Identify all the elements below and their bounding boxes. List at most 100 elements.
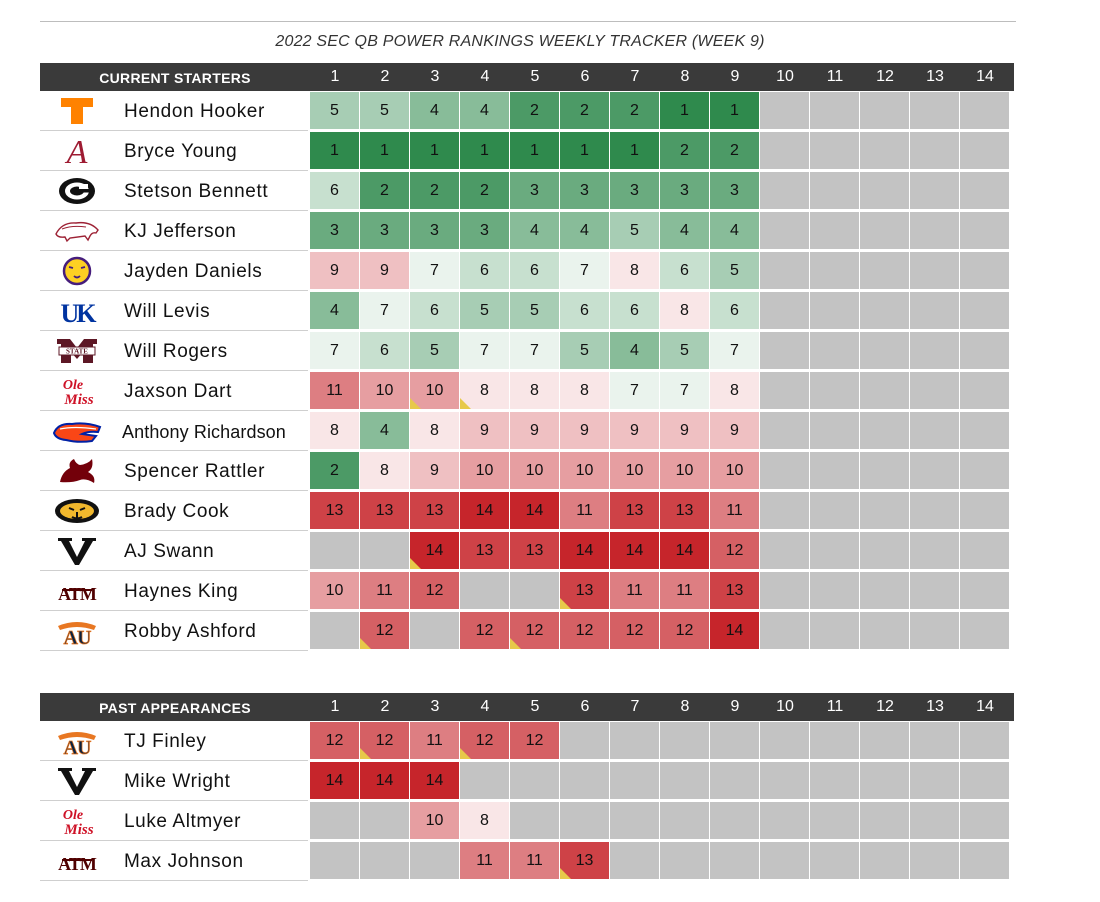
svg-text:UK: UK bbox=[61, 299, 98, 326]
rank-value: 10 bbox=[475, 462, 494, 479]
rank-value: 7 bbox=[530, 342, 539, 359]
rank-value: 12 bbox=[575, 622, 594, 639]
empty-cell bbox=[510, 802, 560, 840]
rank-cell: 3 bbox=[310, 212, 360, 250]
rank-cell: 13 bbox=[310, 492, 360, 530]
rank-cell: 5 bbox=[360, 92, 410, 130]
empty-cell bbox=[960, 132, 1010, 170]
rank-cell: 8 bbox=[510, 372, 560, 410]
empty-cell bbox=[860, 452, 910, 490]
starter-change-marker bbox=[360, 748, 371, 759]
rank-value: 9 bbox=[480, 422, 489, 439]
player-row: STATE Will Rogers 7 6 5 7 7 5 4 5 7 bbox=[40, 331, 1016, 371]
rank-cell: 14 bbox=[660, 532, 710, 570]
week-header-3: 3 bbox=[430, 698, 440, 715]
rank-value: 3 bbox=[330, 222, 339, 239]
week-header-6: 6 bbox=[580, 68, 590, 85]
rank-value: 13 bbox=[575, 582, 594, 599]
rank-value: 14 bbox=[425, 542, 444, 559]
rank-cell: 6 bbox=[360, 332, 410, 370]
empty-cell bbox=[310, 802, 360, 840]
rank-cell: 4 bbox=[460, 92, 510, 130]
rank-value: 14 bbox=[575, 542, 594, 559]
empty-cell bbox=[910, 452, 960, 490]
empty-cell bbox=[860, 762, 910, 800]
rank-value: 8 bbox=[680, 302, 689, 319]
rank-cell: 5 bbox=[310, 92, 360, 130]
player-name: KJ Jefferson bbox=[124, 221, 237, 242]
empty-cell bbox=[810, 172, 860, 210]
atm-icon: ATM bbox=[52, 846, 102, 876]
rank-value: 7 bbox=[380, 302, 389, 319]
week-header-11: 11 bbox=[826, 68, 844, 85]
rank-cell: 8 bbox=[610, 252, 660, 290]
empty-cell bbox=[760, 572, 810, 610]
rank-cell: 11 bbox=[410, 722, 460, 760]
rank-value: 2 bbox=[530, 102, 539, 119]
empty-cell bbox=[410, 842, 460, 880]
rank-value: 13 bbox=[425, 502, 444, 519]
rank-value: 4 bbox=[580, 222, 589, 239]
rank-cell: 12 bbox=[510, 722, 560, 760]
rank-cell: 8 bbox=[560, 372, 610, 410]
starter-change-marker bbox=[460, 398, 471, 409]
week-header-14: 14 bbox=[976, 698, 994, 715]
rank-value: 5 bbox=[580, 342, 589, 359]
empty-cell bbox=[410, 612, 460, 650]
row-divider bbox=[40, 650, 308, 651]
empty-cell bbox=[760, 332, 810, 370]
rank-value: 8 bbox=[730, 382, 739, 399]
empty-cell bbox=[360, 842, 410, 880]
player-name: Hendon Hooker bbox=[124, 101, 265, 122]
rank-cell: 11 bbox=[360, 572, 410, 610]
m-state-icon: STATE bbox=[52, 336, 102, 366]
rank-cell: 8 bbox=[460, 802, 510, 840]
rank-value: 8 bbox=[380, 462, 389, 479]
week-header-4: 4 bbox=[480, 68, 490, 85]
player-name: Haynes King bbox=[124, 581, 239, 602]
rank-value: 4 bbox=[330, 302, 339, 319]
empty-cell bbox=[910, 842, 960, 880]
rank-value: 14 bbox=[675, 542, 694, 559]
rank-value: 6 bbox=[730, 302, 739, 319]
empty-cell bbox=[910, 802, 960, 840]
rank-cell: 10 bbox=[660, 452, 710, 490]
rank-cell: 2 bbox=[360, 172, 410, 210]
rank-value: 9 bbox=[330, 262, 339, 279]
week-header-4: 4 bbox=[480, 698, 490, 715]
rank-cell: 11 bbox=[460, 842, 510, 880]
rank-value: 13 bbox=[475, 542, 494, 559]
rank-value: 5 bbox=[330, 102, 339, 119]
empty-cell bbox=[910, 332, 960, 370]
empty-cell bbox=[960, 372, 1010, 410]
rank-value: 4 bbox=[430, 102, 439, 119]
svg-text:STATE: STATE bbox=[66, 348, 88, 356]
rank-value: 5 bbox=[380, 102, 389, 119]
empty-cell bbox=[760, 612, 810, 650]
rank-cell: 9 bbox=[660, 412, 710, 450]
empty-cell bbox=[810, 252, 860, 290]
empty-cell bbox=[510, 762, 560, 800]
rank-cell: 5 bbox=[660, 332, 710, 370]
rank-value: 2 bbox=[430, 182, 439, 199]
week-header-13: 13 bbox=[926, 698, 944, 715]
rank-value: 3 bbox=[480, 222, 489, 239]
rank-cell: 4 bbox=[510, 212, 560, 250]
empty-cell bbox=[910, 612, 960, 650]
empty-cell bbox=[710, 842, 760, 880]
rank-cell: 5 bbox=[410, 332, 460, 370]
rank-value: 11 bbox=[476, 852, 493, 869]
empty-cell bbox=[760, 842, 810, 880]
empty-cell bbox=[960, 332, 1010, 370]
player-name: Anthony Richardson bbox=[122, 422, 286, 442]
player-row: AU Robby Ashford 12 12 12 12 12 12 14 bbox=[40, 611, 1016, 651]
rank-value: 13 bbox=[375, 502, 394, 519]
player-row: Hendon Hooker 5 5 4 4 2 2 2 1 1 bbox=[40, 91, 1016, 131]
rank-value: 1 bbox=[430, 142, 439, 159]
rank-value: 2 bbox=[630, 102, 639, 119]
rank-value: 11 bbox=[676, 582, 693, 599]
rank-value: 9 bbox=[430, 462, 439, 479]
rank-value: 10 bbox=[425, 812, 444, 829]
rank-cell: 9 bbox=[610, 412, 660, 450]
empty-cell bbox=[310, 612, 360, 650]
